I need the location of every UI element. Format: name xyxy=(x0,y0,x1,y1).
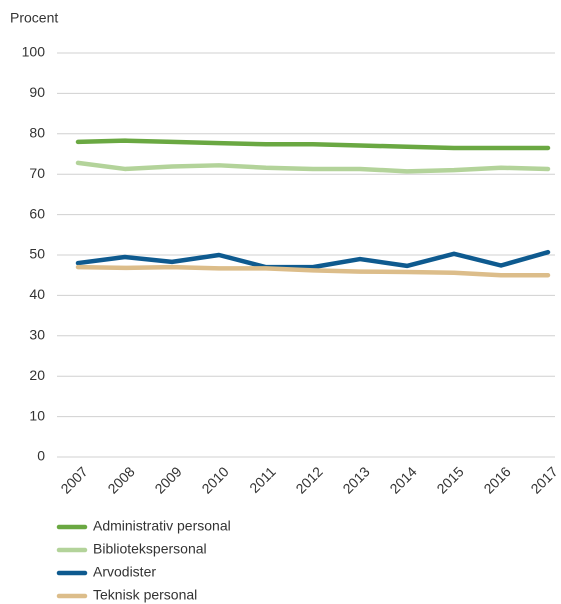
line-series xyxy=(75,160,551,174)
x-tick-label: 2010 xyxy=(198,463,231,496)
y-tick-label: 0 xyxy=(37,448,45,464)
y-tick-label: 40 xyxy=(29,286,45,302)
y-tick-label: 100 xyxy=(22,44,46,60)
y-tick-label: 50 xyxy=(29,246,45,262)
y-tick-label: 30 xyxy=(29,327,45,343)
legend-label: Bibliotekspersonal xyxy=(93,541,207,557)
x-tick-label: 2007 xyxy=(57,463,90,496)
y-tick-label: 20 xyxy=(29,367,45,383)
x-tick-label: 2009 xyxy=(151,463,184,496)
x-tick-label: 2015 xyxy=(433,463,466,496)
x-tick-label: 2011 xyxy=(246,463,279,496)
x-tick-label: 2013 xyxy=(339,463,372,496)
y-tick-label: 60 xyxy=(29,205,45,221)
y-tick-label: 10 xyxy=(29,407,45,423)
x-tick-label: 2016 xyxy=(480,463,513,496)
legend-label: Administrativ personal xyxy=(93,518,231,534)
y-axis-label: Procent xyxy=(10,10,58,26)
y-tick-label: 80 xyxy=(29,125,45,141)
legend-label: Teknisk personal xyxy=(93,587,197,603)
legend-label: Arvodister xyxy=(93,564,156,580)
x-tick-label: 2014 xyxy=(386,463,419,496)
line-series xyxy=(75,138,551,151)
line-series xyxy=(75,264,551,278)
y-tick-label: 70 xyxy=(29,165,45,181)
x-tick-label: 2008 xyxy=(104,463,137,496)
x-tick-label: 2012 xyxy=(292,463,325,496)
y-tick-label: 90 xyxy=(29,84,45,100)
x-tick-label: 2017 xyxy=(527,463,560,496)
line-series xyxy=(75,249,551,270)
